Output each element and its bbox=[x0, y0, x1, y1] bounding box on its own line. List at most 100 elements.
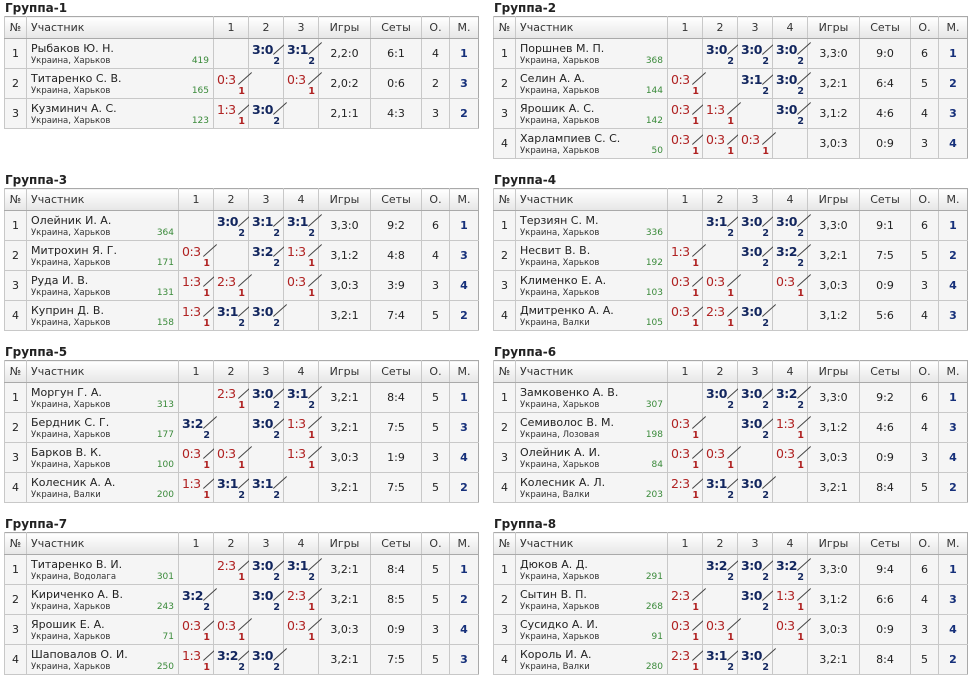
match-result[interactable]: 1:3 1 bbox=[283, 442, 323, 473]
match-result[interactable]: 0:3 1 bbox=[702, 270, 742, 301]
match-result[interactable]: 3:0 2 bbox=[248, 38, 288, 69]
match-result[interactable]: 1:3 1 bbox=[178, 270, 218, 301]
match-result[interactable]: 0:3 1 bbox=[667, 98, 707, 129]
player-name[interactable]: Колесник А. А. bbox=[31, 476, 116, 489]
player-name[interactable]: Сусидко А. И. bbox=[520, 618, 599, 631]
player-name[interactable]: Куприн Д. В. bbox=[31, 304, 104, 317]
match-result[interactable]: 2:3 1 bbox=[213, 382, 253, 413]
player-name[interactable]: Селин А. А. bbox=[520, 72, 585, 85]
player-name[interactable]: Колесник А. Л. bbox=[520, 476, 606, 489]
match-result[interactable]: 0:3 1 bbox=[667, 128, 707, 159]
match-result[interactable]: 3:0 2 bbox=[737, 210, 777, 241]
player-name[interactable]: Моргун Г. А. bbox=[31, 386, 102, 399]
match-result[interactable]: 1:3 1 bbox=[667, 240, 707, 271]
player-name[interactable]: Бердник С. Г. bbox=[31, 416, 110, 429]
match-result[interactable]: 0:3 1 bbox=[702, 614, 742, 645]
match-result[interactable]: 3:0 2 bbox=[737, 38, 777, 69]
match-result[interactable]: 3:0 2 bbox=[248, 584, 288, 615]
match-result[interactable]: 0:3 1 bbox=[667, 412, 707, 443]
match-result[interactable]: 2:3 1 bbox=[667, 472, 707, 503]
match-result[interactable]: 0:3 1 bbox=[283, 68, 323, 99]
match-result[interactable]: 2:3 1 bbox=[213, 270, 253, 301]
match-result[interactable]: 3:0 2 bbox=[248, 644, 288, 675]
match-result[interactable]: 1:3 1 bbox=[772, 584, 812, 615]
match-result[interactable]: 3:2 2 bbox=[772, 382, 812, 413]
match-result[interactable]: 3:2 2 bbox=[213, 644, 253, 675]
match-result[interactable]: 0:3 1 bbox=[178, 614, 218, 645]
player-name[interactable]: Ярошик Е. А. bbox=[31, 618, 105, 631]
match-result[interactable]: 3:1 2 bbox=[248, 210, 288, 241]
player-name[interactable]: Ярошик А. С. bbox=[520, 102, 595, 115]
player-name[interactable]: Клименко Е. А. bbox=[520, 274, 607, 287]
match-result[interactable]: 3:2 2 bbox=[702, 554, 742, 585]
match-result[interactable]: 3:1 2 bbox=[702, 210, 742, 241]
match-result[interactable]: 3:1 2 bbox=[248, 472, 288, 503]
match-result[interactable]: 3:1 2 bbox=[213, 300, 253, 331]
match-result[interactable]: 1:3 1 bbox=[283, 240, 323, 271]
match-result[interactable]: 1:3 1 bbox=[702, 98, 742, 129]
match-result[interactable]: 1:3 1 bbox=[213, 98, 253, 129]
match-result[interactable]: 3:0 2 bbox=[737, 472, 777, 503]
match-result[interactable]: 3:0 2 bbox=[772, 210, 812, 241]
match-result[interactable]: 0:3 1 bbox=[283, 614, 323, 645]
match-result[interactable]: 3:0 2 bbox=[772, 38, 812, 69]
match-result[interactable]: 3:0 2 bbox=[737, 554, 777, 585]
player-name[interactable]: Дюков А. Д. bbox=[520, 558, 588, 571]
player-name[interactable]: Несвит В. В. bbox=[520, 244, 591, 257]
match-result[interactable]: 0:3 1 bbox=[213, 68, 253, 99]
match-result[interactable]: 0:3 1 bbox=[667, 270, 707, 301]
match-result[interactable]: 1:3 1 bbox=[178, 472, 218, 503]
match-result[interactable]: 3:0 2 bbox=[248, 554, 288, 585]
match-result[interactable]: 3:1 2 bbox=[283, 38, 323, 69]
match-result[interactable]: 3:0 2 bbox=[248, 382, 288, 413]
player-name[interactable]: Дмитренко А. А. bbox=[520, 304, 614, 317]
match-result[interactable]: 0:3 1 bbox=[667, 442, 707, 473]
player-name[interactable]: Кириченко А. В. bbox=[31, 588, 123, 601]
match-result[interactable]: 0:3 1 bbox=[178, 442, 218, 473]
player-name[interactable]: Титаренко В. И. bbox=[31, 558, 123, 571]
match-result[interactable]: 1:3 1 bbox=[178, 300, 218, 331]
match-result[interactable]: 2:3 1 bbox=[667, 584, 707, 615]
match-result[interactable]: 3:1 2 bbox=[213, 472, 253, 503]
match-result[interactable]: 2:3 1 bbox=[283, 584, 323, 615]
match-result[interactable]: 3:1 2 bbox=[702, 472, 742, 503]
player-name[interactable]: Замковенко А. В. bbox=[520, 386, 619, 399]
match-result[interactable]: 2:3 1 bbox=[702, 300, 742, 331]
match-result[interactable]: 3:2 2 bbox=[248, 240, 288, 271]
match-result[interactable]: 0:3 1 bbox=[702, 442, 742, 473]
match-result[interactable]: 0:3 1 bbox=[213, 614, 253, 645]
match-result[interactable]: 0:3 1 bbox=[702, 128, 742, 159]
match-result[interactable]: 0:3 1 bbox=[667, 68, 707, 99]
match-result[interactable]: 0:3 1 bbox=[772, 442, 812, 473]
match-result[interactable]: 3:0 2 bbox=[702, 382, 742, 413]
match-result[interactable]: 3:1 2 bbox=[283, 210, 323, 241]
player-name[interactable]: Руда И. В. bbox=[31, 274, 89, 287]
match-result[interactable]: 3:0 2 bbox=[248, 300, 288, 331]
match-result[interactable]: 0:3 1 bbox=[667, 300, 707, 331]
match-result[interactable]: 0:3 1 bbox=[283, 270, 323, 301]
player-name[interactable]: Митрохин Я. Г. bbox=[31, 244, 117, 257]
match-result[interactable]: 2:3 1 bbox=[213, 554, 253, 585]
match-result[interactable]: 3:2 2 bbox=[772, 554, 812, 585]
player-name[interactable]: Семиволос В. М. bbox=[520, 416, 614, 429]
match-result[interactable]: 3:0 2 bbox=[737, 644, 777, 675]
match-result[interactable]: 1:3 1 bbox=[772, 412, 812, 443]
match-result[interactable]: 3:0 2 bbox=[213, 210, 253, 241]
player-name[interactable]: Харлампиев С. С. bbox=[520, 132, 621, 145]
match-result[interactable]: 3:0 2 bbox=[248, 98, 288, 129]
match-result[interactable]: 0:3 1 bbox=[213, 442, 253, 473]
player-name[interactable]: Терзиян С. М. bbox=[520, 214, 599, 227]
match-result[interactable]: 3:0 2 bbox=[737, 584, 777, 615]
match-result[interactable]: 1:3 1 bbox=[178, 644, 218, 675]
match-result[interactable]: 3:0 2 bbox=[772, 98, 812, 129]
match-result[interactable]: 0:3 1 bbox=[737, 128, 777, 159]
match-result[interactable]: 2:3 1 bbox=[667, 644, 707, 675]
player-name[interactable]: Олейник И. А. bbox=[31, 214, 112, 227]
match-result[interactable]: 3:0 2 bbox=[737, 382, 777, 413]
match-result[interactable]: 0:3 1 bbox=[667, 614, 707, 645]
match-result[interactable]: 3:0 2 bbox=[737, 412, 777, 443]
match-result[interactable]: 3:2 2 bbox=[178, 584, 218, 615]
player-name[interactable]: Король И. А. bbox=[520, 648, 592, 661]
match-result[interactable]: 0:3 1 bbox=[178, 240, 218, 271]
match-result[interactable]: 3:1 2 bbox=[737, 68, 777, 99]
